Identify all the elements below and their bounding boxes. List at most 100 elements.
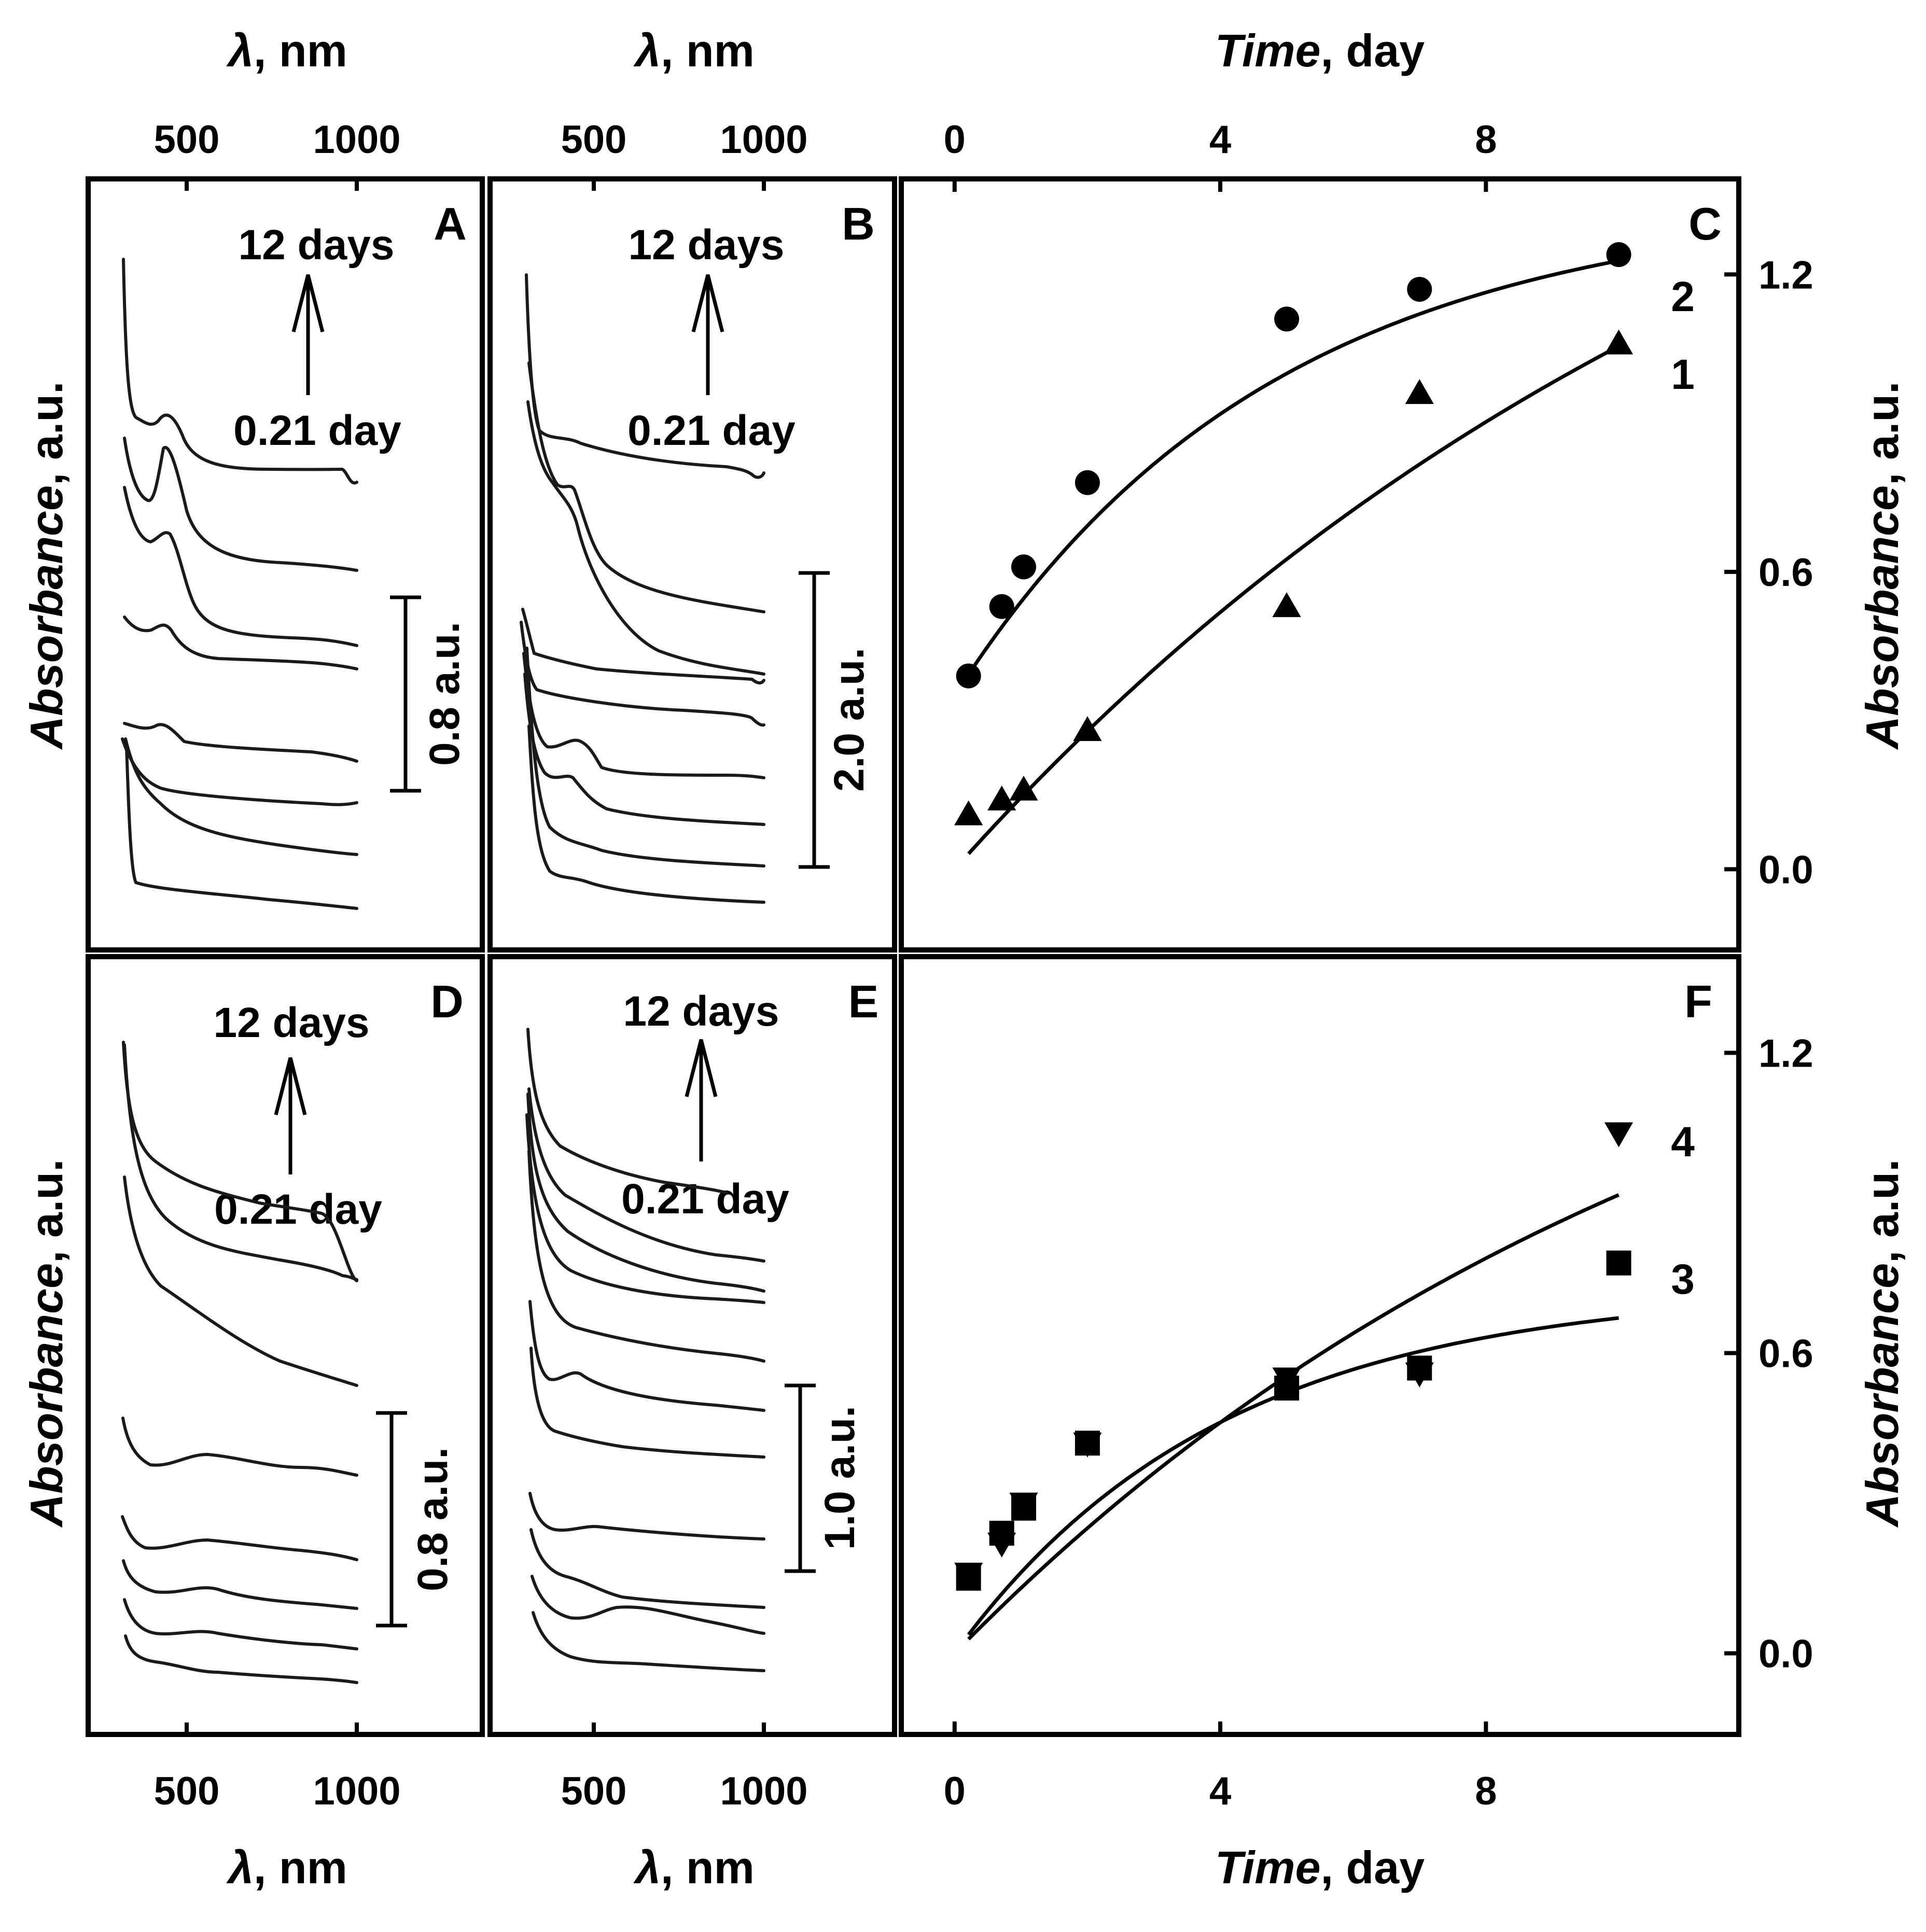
panel-c-point-1-4 (1272, 592, 1301, 618)
panel-d-letter: D (430, 976, 464, 1027)
panel-f-series-label-3: 3 (1671, 1256, 1695, 1303)
panel-c-point-1-1 (987, 785, 1016, 810)
panel-d-xtick-1000: 1000 (313, 1769, 400, 1813)
kinetics-panel-f: F Time, day Absorbance, a.u. 0 4 8 0.0 0.6 1.… (944, 976, 1908, 1893)
panel-a-spectrum-7 (124, 737, 358, 856)
panel-e-arrow (685, 1039, 718, 1161)
panel-c-marks: 0 4 8 0.0 0.6 1.2 2 1 (944, 118, 1813, 892)
panel-f-fit-curve-4 (967, 1193, 1620, 1641)
panel-f-xlabel-italic: Time (1215, 1842, 1321, 1893)
panel-e-spectrum-1 (526, 1028, 728, 1194)
panel-d-spectrum-4 (121, 1417, 358, 1477)
panel-b-scale-label: 2.0 a.u. (826, 648, 873, 792)
panel-b-spectrum-8 (525, 647, 765, 867)
panel-c-xlabel: Time, day (1215, 25, 1425, 76)
panel-a-xtick-500: 500 (154, 118, 220, 162)
panel-b-bottom-annotation: 0.21 day (627, 407, 795, 454)
panel-d-scale-bar (376, 1411, 407, 1628)
panel-c-point-2-2 (1011, 554, 1036, 580)
panel-c-point-1-5 (1405, 379, 1434, 404)
panel-f-point-3-1 (989, 1520, 1014, 1546)
panel-a-letter: A (434, 198, 467, 249)
panel-a-scale-label: 0.8 a.u. (421, 622, 468, 766)
panel-c-point-2-0 (956, 663, 981, 689)
panel-e-xtick-1000: 1000 (720, 1769, 807, 1813)
panel-d-xlabel: λ, nm (226, 1842, 347, 1893)
panel-c-ytick-1.2: 1.2 (1758, 253, 1813, 297)
panel-b-xlabel-unit: , nm (661, 25, 755, 76)
panel-b-scale-bar (799, 571, 830, 869)
panel-c-xtick-4: 4 (1209, 118, 1231, 162)
panel-b-letter: B (842, 198, 875, 249)
panel-b-xtick-1000: 1000 (720, 118, 807, 162)
panel-d-ylabel-italic: Absorbance (21, 1263, 72, 1528)
panel-e-xtick-500: 500 (561, 1769, 627, 1813)
spectra-panel-a: λ, nm 500 1000 A 12 days 0.21 day 0.8 a.… (21, 25, 468, 910)
panel-e-scale-label: 1.0 a.u. (816, 1406, 863, 1550)
panel-d-arrow (274, 1057, 307, 1174)
panel-c-point-1-3 (1073, 716, 1102, 741)
panel-c-letter: C (1688, 198, 1722, 249)
panel-e-spectrum-6 (528, 1300, 765, 1412)
panel-b-frame (487, 176, 897, 953)
panel-f-letter: F (1684, 976, 1712, 1027)
panel-d-ylabel-unit: , a.u. (21, 1159, 72, 1263)
kinetics-panel-c: Time, day C Absorbance, a.u. 0 4 8 0.0 0.6 1.… (944, 25, 1908, 892)
panel-f-xtick-4: 4 (1209, 1769, 1231, 1813)
panel-f-xlabel: Time, day (1215, 1842, 1425, 1893)
panel-e-spectrum-4 (525, 1113, 765, 1304)
panel-c-point-2-1 (989, 594, 1014, 619)
panel-c-xlabel-unit: , day (1321, 25, 1425, 76)
panel-f-ytick-0.0: 0.0 (1758, 1632, 1813, 1676)
panel-f-ylabel: Absorbance, a.u. (1857, 1159, 1908, 1528)
panel-f-point-3-0 (956, 1565, 981, 1591)
panel-b-spectrum-9 (527, 724, 765, 904)
panel-e-spectrum-7 (529, 1347, 765, 1459)
panel-c-point-2-6 (1606, 242, 1631, 268)
panel-f-ylabel-italic: Absorbance (1857, 1263, 1908, 1528)
panel-c-point-2-4 (1274, 306, 1300, 332)
panel-f-point-4-6 (1604, 1122, 1634, 1147)
panel-f-xlabel-unit: , day (1321, 1842, 1425, 1893)
spectra-panel-e: E 12 days 0.21 day 1.0 a.u. λ, nm 500 10… (525, 976, 878, 1893)
panel-a-scale-bar (390, 595, 421, 793)
panel-e-spectrum-3 (526, 1093, 765, 1293)
panel-e-spectrum-9 (529, 1528, 765, 1609)
panel-c-point-2-5 (1407, 276, 1432, 302)
panel-d-xlabel-symbol: λ (226, 1842, 254, 1893)
panel-f-point-3-6 (1606, 1250, 1631, 1276)
panel-e-scale-bar (785, 1383, 816, 1573)
panel-a-spectrum-1 (122, 258, 358, 485)
panel-c-point-1-2 (1009, 775, 1038, 801)
panel-c-ylabel-italic: Absorbance (1857, 485, 1908, 750)
panel-a-ylabel: Absorbance, a.u. (21, 381, 72, 750)
panel-d-spectrum-2 (123, 1043, 358, 1281)
panel-f-point-3-2 (1011, 1495, 1036, 1521)
panel-a-xlabel-unit: , nm (254, 25, 347, 76)
panel-b-spectrum-6 (522, 652, 765, 779)
panel-b-arrow (691, 274, 724, 395)
panel-c-series-label-1: 1 (1671, 351, 1695, 398)
panel-f-xtick-0: 0 (944, 1769, 966, 1813)
panel-d-frame (86, 954, 485, 1737)
panel-e-spectrum-11 (532, 1611, 765, 1672)
panel-f-fit-curve-3 (967, 1316, 1619, 1636)
panel-c-fit-curve-1 (967, 344, 1620, 855)
panel-b-spectrum-3 (526, 400, 765, 676)
panel-d-spectrum-8 (124, 1634, 358, 1684)
panel-a-arrow (291, 274, 325, 395)
panel-d-spectrum-1 (122, 1041, 358, 1282)
panel-d-spectrum-3 (123, 1175, 358, 1387)
panel-d-spectrum-5 (121, 1515, 358, 1561)
panel-f-xtick-8: 8 (1475, 1769, 1497, 1813)
panel-e-xlabel-symbol: λ (633, 1842, 661, 1893)
panel-c-frame (899, 176, 1741, 953)
panel-a-spectrum-8 (125, 745, 358, 910)
panel-a-xtick-1000: 1000 (313, 118, 400, 162)
panel-c-fit-curve-2 (967, 259, 1620, 676)
panel-c-point-1-6 (1604, 329, 1634, 355)
panel-a-xlabel: λ, nm (226, 25, 347, 76)
panel-d-xlabel-unit: , nm (254, 1842, 347, 1893)
panel-c-point-2-3 (1074, 470, 1100, 495)
panel-d-spectrum-6 (122, 1559, 358, 1610)
